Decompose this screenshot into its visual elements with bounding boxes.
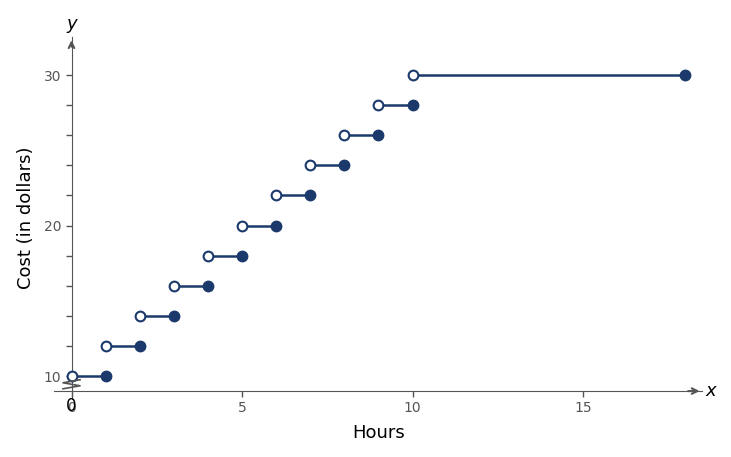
- Text: x: x: [706, 382, 716, 400]
- Y-axis label: Cost (in dollars): Cost (in dollars): [17, 147, 35, 289]
- Text: 0: 0: [67, 397, 77, 415]
- X-axis label: Hours: Hours: [352, 424, 405, 442]
- Text: y: y: [67, 15, 77, 33]
